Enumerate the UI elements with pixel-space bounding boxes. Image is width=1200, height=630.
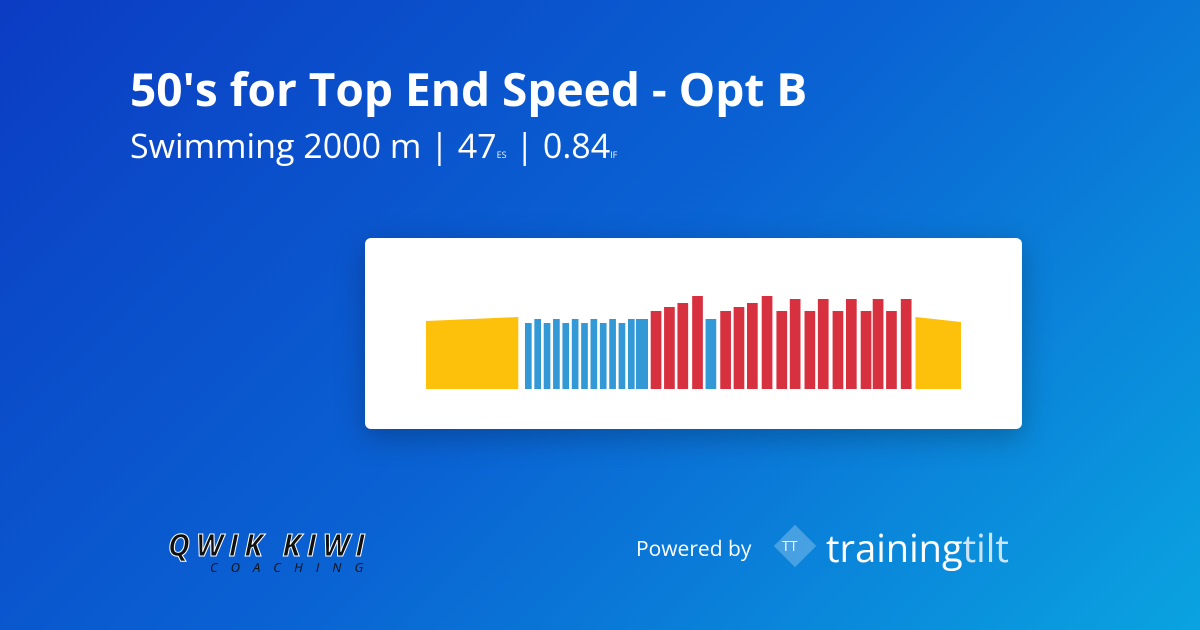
brand-a: training bbox=[826, 522, 963, 574]
logo-sub: COACHING bbox=[210, 558, 377, 576]
bar bbox=[886, 311, 897, 389]
bar bbox=[860, 311, 872, 389]
bar bbox=[534, 319, 542, 389]
subtitle: Swimming 2000 m | 47ES | 0.84IF bbox=[130, 122, 617, 168]
bar bbox=[915, 317, 961, 389]
if-value: 0.84 bbox=[542, 122, 611, 168]
if-unit: IF bbox=[610, 148, 618, 161]
separator: | bbox=[515, 122, 535, 168]
brand-icon: TT bbox=[782, 537, 798, 556]
separator: | bbox=[430, 122, 449, 168]
logo-name: QWIK KIWI bbox=[168, 524, 371, 566]
bar bbox=[804, 311, 816, 389]
bar bbox=[733, 307, 745, 389]
title: 50's for Top End Speed - Opt B bbox=[130, 58, 808, 120]
brand: trainingtilt bbox=[826, 522, 1009, 574]
bar bbox=[789, 299, 801, 389]
es-unit: ES bbox=[496, 148, 507, 161]
bar bbox=[426, 317, 519, 389]
bar bbox=[650, 311, 662, 389]
bar bbox=[900, 299, 912, 389]
powered-by: Powered by bbox=[636, 535, 752, 563]
bar bbox=[761, 296, 773, 389]
bar bbox=[817, 299, 829, 389]
bar bbox=[562, 323, 570, 389]
es-value: 47 bbox=[457, 122, 497, 168]
bar bbox=[664, 307, 675, 389]
bar bbox=[543, 323, 551, 389]
bar bbox=[747, 303, 758, 389]
bar bbox=[776, 311, 788, 389]
bar bbox=[720, 311, 731, 389]
bar bbox=[590, 319, 598, 389]
bar bbox=[692, 296, 703, 389]
sport-distance: Swimming 2000 m bbox=[130, 122, 422, 168]
bar bbox=[845, 299, 857, 389]
bar bbox=[872, 299, 884, 389]
bar bbox=[524, 323, 532, 389]
brand-b: tilt bbox=[962, 522, 1009, 574]
bar bbox=[635, 319, 649, 389]
bar bbox=[553, 319, 560, 389]
bar bbox=[599, 323, 607, 389]
bar bbox=[832, 311, 844, 389]
bar bbox=[705, 319, 717, 389]
bar bbox=[571, 319, 579, 389]
bar bbox=[627, 319, 635, 389]
bar bbox=[677, 303, 689, 389]
bar bbox=[618, 323, 626, 389]
bar bbox=[581, 323, 588, 389]
bar bbox=[609, 319, 616, 389]
